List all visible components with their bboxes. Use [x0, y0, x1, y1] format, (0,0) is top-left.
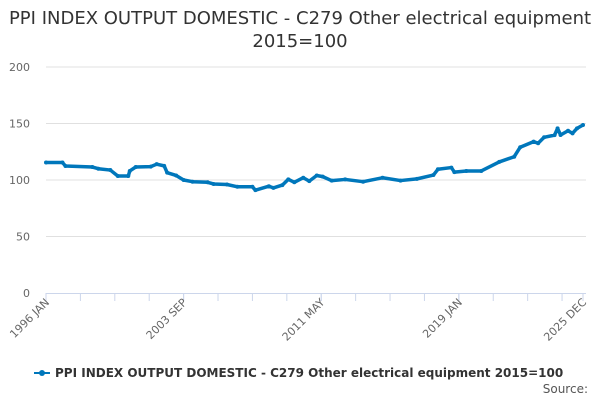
data-point	[292, 180, 297, 185]
data-point	[44, 160, 48, 165]
data-point	[512, 154, 517, 159]
data-point	[115, 174, 120, 179]
data-point	[148, 164, 153, 169]
data-point	[108, 168, 113, 173]
data-point	[307, 179, 312, 184]
data-point	[250, 184, 255, 189]
y-tick-label: 50	[16, 231, 30, 244]
data-point	[162, 163, 167, 168]
data-point	[431, 173, 436, 178]
data-point	[266, 184, 271, 189]
x-tick-label: 2003 SEP	[144, 296, 190, 342]
data-point	[314, 173, 319, 178]
data-point	[380, 175, 385, 180]
data-point	[301, 175, 306, 180]
data-point	[224, 182, 229, 187]
data-point	[190, 179, 195, 184]
data-point	[581, 122, 585, 127]
data-point	[126, 174, 131, 179]
data-point	[449, 165, 454, 170]
y-tick-label: 100	[9, 174, 30, 187]
x-tick-label: 2019 JAN	[420, 296, 465, 341]
data-point	[253, 188, 258, 193]
data-point	[558, 133, 563, 138]
data-point	[235, 184, 240, 189]
data-point	[531, 139, 536, 144]
data-point	[552, 133, 557, 138]
data-point	[542, 135, 547, 140]
data-point	[286, 177, 291, 182]
data-point	[133, 165, 138, 170]
data-point	[280, 183, 285, 188]
data-point	[536, 141, 541, 146]
source-label: Source:	[542, 382, 588, 396]
data-point	[205, 180, 210, 185]
data-point	[211, 181, 216, 186]
data-point	[174, 173, 179, 178]
data-point	[518, 145, 523, 150]
data-point	[181, 178, 186, 182]
data-point	[555, 126, 560, 131]
data-point	[479, 168, 484, 173]
data-point	[464, 168, 469, 173]
legend-item-label: PPI INDEX OUTPUT DOMESTIC - C279 Other e…	[55, 366, 564, 380]
data-point	[96, 166, 101, 171]
data-point	[435, 167, 440, 172]
data-point	[127, 168, 132, 173]
data-point	[398, 178, 403, 183]
data-point	[165, 170, 170, 175]
x-tick-label: 2025 DEC	[541, 296, 589, 344]
legend[interactable]: PPI INDEX OUTPUT DOMESTIC - C279 Other e…	[34, 366, 563, 380]
data-point	[60, 160, 65, 165]
x-tick-label: 1996 JAN	[7, 296, 52, 341]
data-point	[154, 162, 159, 167]
data-point	[497, 159, 502, 164]
data-point	[63, 163, 68, 168]
data-point	[329, 178, 334, 183]
y-tick-label: 150	[9, 118, 30, 131]
data-point	[452, 170, 457, 175]
data-point	[271, 185, 276, 190]
data-point	[575, 126, 580, 131]
y-tick-label: 200	[9, 61, 30, 74]
data-point	[361, 179, 366, 184]
data-point	[414, 176, 419, 181]
data-point	[90, 165, 95, 170]
chart-title: PPI INDEX OUTPUT DOMESTIC - C279 Other e…	[8, 8, 592, 52]
data-point	[570, 131, 575, 136]
data-point	[566, 128, 571, 133]
data-point	[320, 174, 325, 179]
x-tick-label: 2011 MAY	[280, 296, 328, 344]
data-point	[343, 177, 348, 182]
y-tick-label: 0	[23, 287, 30, 300]
legend-line-marker-icon	[34, 370, 50, 376]
